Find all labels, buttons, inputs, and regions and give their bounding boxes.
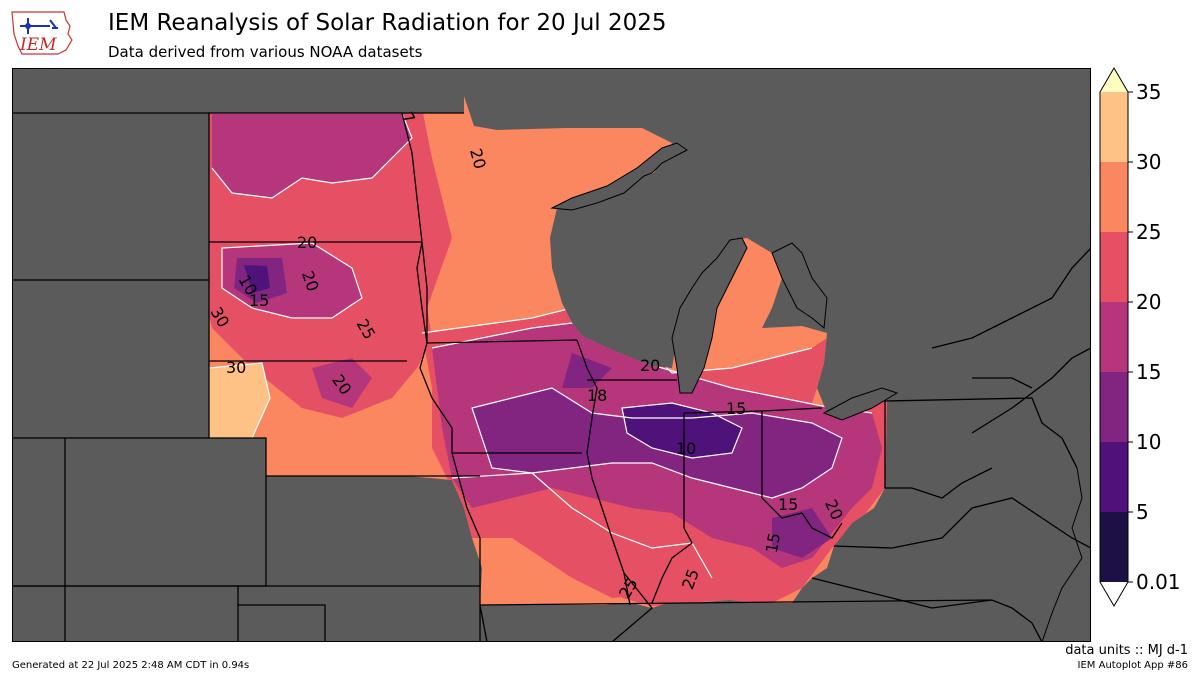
colorbar-over-arrow — [1100, 68, 1128, 92]
tick-label-0-01: 0.01 — [1136, 570, 1181, 594]
contour-label: 20 — [640, 356, 660, 375]
colorbar-bin — [1100, 512, 1128, 582]
tick-label-20: 20 — [1136, 290, 1161, 314]
colorbar-tick-labels: 35 30 25 20 15 10 5 0.01 — [1136, 80, 1181, 594]
colorbar-bins — [1100, 68, 1128, 606]
contour-label: 15 — [778, 495, 798, 514]
iem-logo: IEM — [8, 6, 74, 58]
tick-label-30: 30 — [1136, 150, 1161, 174]
data-units-label: data units :: MJ d-1 — [1065, 643, 1188, 658]
contour-label: 15 — [249, 291, 269, 310]
contour-label: 20 — [297, 233, 317, 252]
colorbar-bin — [1100, 372, 1128, 442]
tick-label-5: 5 — [1136, 500, 1149, 524]
colorbar-bin — [1100, 162, 1128, 232]
colorbar-under-arrow — [1100, 582, 1128, 606]
tick-label-10: 10 — [1136, 430, 1161, 454]
contour-label: 15 — [726, 399, 746, 418]
page-title: IEM Reanalysis of Solar Radiation for 20… — [108, 10, 667, 36]
contour-label: 15 — [762, 531, 784, 554]
tick-label-25: 25 — [1136, 220, 1161, 244]
colorbar-bin — [1100, 302, 1128, 372]
autoplot-app-label: IEM Autoplot App #86 — [1078, 660, 1188, 671]
colorbar-legend: 35 30 25 20 15 10 5 0.01 — [1098, 66, 1200, 610]
contour-label: 18 — [587, 386, 607, 405]
colorbar-bin — [1100, 442, 1128, 512]
colorbar-ticks — [1128, 92, 1133, 582]
contour-label: 30 — [226, 358, 246, 377]
colorbar-bin — [1100, 232, 1128, 302]
generated-timestamp: Generated at 22 Jul 2025 2:48 AM CDT in … — [12, 660, 249, 671]
solar-radiation-map: 20 20 20 10 15 30 25 30 20 20 18 15 10 1… — [12, 68, 1091, 642]
tick-label-35: 35 — [1136, 80, 1161, 104]
tick-label-15: 15 — [1136, 360, 1161, 384]
colorbar-bin — [1100, 92, 1128, 162]
iem-logo-text: IEM — [19, 35, 57, 55]
contour-label: 10 — [676, 439, 696, 458]
page-subtitle: Data derived from various NOAA datasets — [108, 43, 422, 61]
